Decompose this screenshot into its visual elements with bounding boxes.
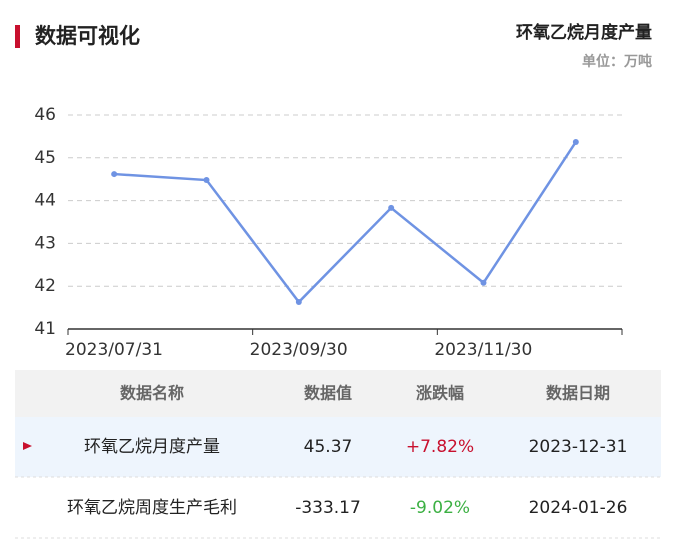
y-tick-label: 42 [34, 276, 56, 296]
point [388, 204, 395, 211]
table-cell: 环氧乙烷周度生产毛利 [67, 498, 237, 518]
point [111, 171, 118, 178]
y-tick-label: 43 [34, 233, 56, 253]
table-cell: 2023-12-31 [529, 437, 628, 457]
table-header: 数据值 [304, 384, 352, 403]
table-cell: 环氧乙烷月度产量 [84, 437, 220, 457]
line [114, 141, 577, 304]
point [480, 279, 487, 286]
y-tick-label: 46 [34, 105, 56, 125]
point [295, 299, 302, 306]
point [572, 138, 579, 145]
table-row-bg [15, 417, 661, 477]
page-title: 数据可视化 [35, 24, 140, 48]
table-cell: 2024-01-26 [529, 498, 628, 518]
title-marker [15, 25, 20, 48]
x-tick-label: 2023/09/30 [250, 340, 348, 360]
y-tick-label: 44 [34, 191, 56, 211]
y-tick-label: 45 [34, 148, 56, 168]
table-header: 数据日期 [546, 384, 610, 403]
table-cell: -333.17 [295, 498, 361, 518]
table-cell: 45.37 [304, 437, 353, 457]
table-cell: +7.82% [406, 437, 474, 457]
chart-subtitle: 单位：万吨 [582, 53, 652, 70]
chart-title: 环氧乙烷月度产量 [516, 22, 652, 43]
table-header: 涨跌幅 [416, 384, 464, 403]
y-tick-label: 41 [34, 319, 56, 339]
x-tick-label: 2023/07/31 [65, 340, 163, 360]
table-header: 数据名称 [120, 384, 184, 403]
x-tick-label: 2023/11/30 [434, 340, 532, 360]
row-indicator [23, 442, 32, 450]
point [203, 177, 210, 184]
table-cell: -9.02% [410, 498, 470, 518]
table-header-bg [15, 370, 661, 417]
